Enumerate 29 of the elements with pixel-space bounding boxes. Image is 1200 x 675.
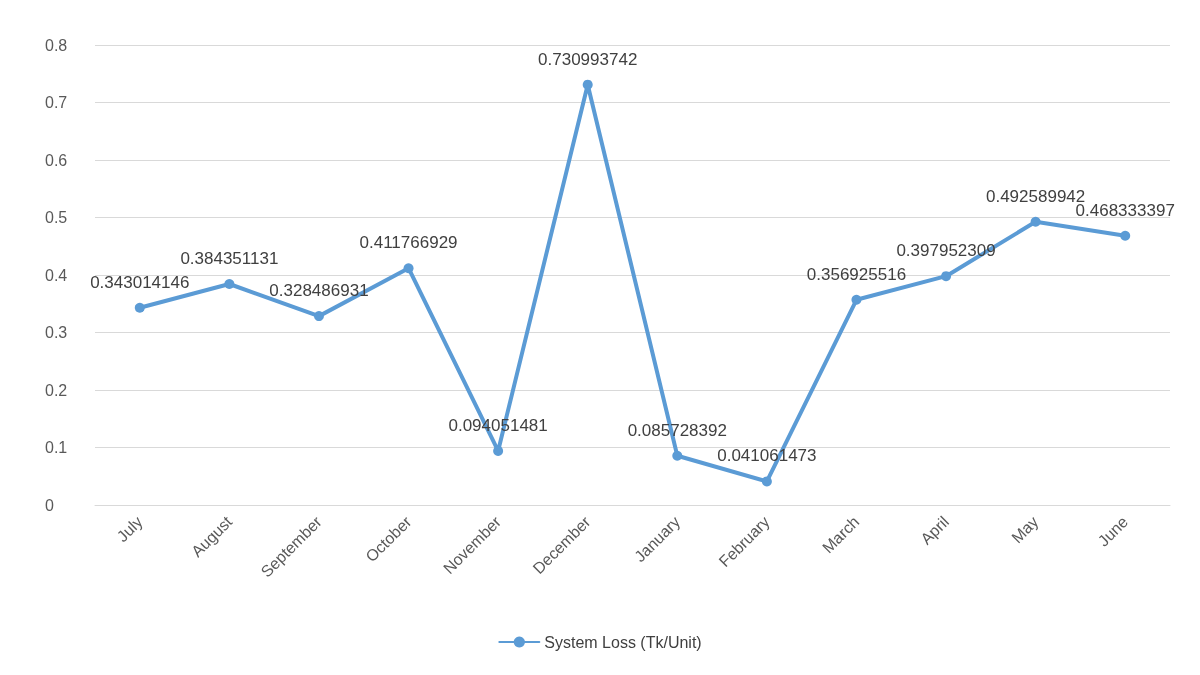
x-tick-label: July (113, 512, 146, 546)
point (582, 79, 593, 90)
point (851, 294, 862, 305)
y-tick-label: 0.6 (45, 151, 68, 169)
y-tick-label: 0.4 (45, 266, 68, 284)
y-tick-label: 0.3 (45, 324, 68, 341)
data-label: 0.411766929 (359, 233, 458, 253)
y-tick-label: 0.7 (45, 94, 68, 111)
legend-label: System Loss (Tk/Unit) (544, 633, 702, 651)
data-label: 0.730993742 (538, 49, 638, 69)
point (313, 311, 324, 322)
point (1120, 230, 1131, 241)
y-tick-label: 0 (45, 496, 54, 514)
x-tick-label: May (1008, 512, 1042, 547)
data-label: 0.343014146 (90, 272, 190, 292)
data-label: 0.384351131 (180, 249, 279, 268)
data-label: 0.328486931 (269, 281, 369, 301)
point (672, 450, 683, 461)
y-tick-label: 0.2 (45, 381, 68, 399)
point (1030, 216, 1041, 227)
data-label: 0.356925516 (806, 264, 907, 284)
point (134, 302, 145, 313)
point (224, 279, 235, 289)
y-tick-label: 0.5 (45, 209, 68, 226)
point (761, 476, 772, 487)
y-tick-label: 0.8 (45, 36, 68, 54)
point (403, 263, 414, 274)
y-tick-label: 0.1 (45, 439, 68, 456)
point (941, 271, 952, 282)
